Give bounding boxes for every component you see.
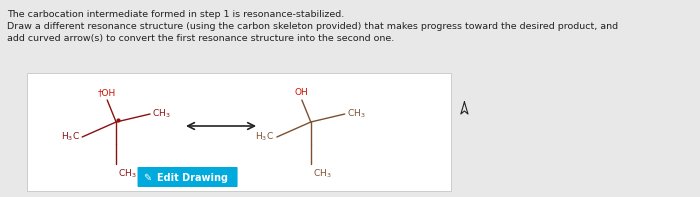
Text: CH$_3$: CH$_3$	[152, 108, 171, 120]
Text: CH$_3$: CH$_3$	[118, 167, 136, 179]
Text: OH: OH	[295, 88, 309, 97]
FancyBboxPatch shape	[137, 167, 237, 187]
Text: H$_3$C: H$_3$C	[61, 131, 80, 143]
Text: †OH: †OH	[98, 88, 116, 97]
Text: H$_3$C: H$_3$C	[256, 131, 274, 143]
Text: The carbocation intermediate formed in step 1 is resonance-stabilized.: The carbocation intermediate formed in s…	[7, 10, 344, 19]
FancyBboxPatch shape	[27, 73, 451, 191]
Text: Draw a different resonance structure (using the carbon skeleton provided) that m: Draw a different resonance structure (us…	[7, 22, 618, 31]
Text: CH$_3$: CH$_3$	[313, 167, 331, 179]
Text: ✎: ✎	[144, 173, 151, 183]
Text: add curved arrow(s) to convert the first resonance structure into the second one: add curved arrow(s) to convert the first…	[7, 34, 394, 43]
Text: Edit Drawing: Edit Drawing	[157, 173, 228, 183]
Text: CH$_3$: CH$_3$	[346, 108, 365, 120]
